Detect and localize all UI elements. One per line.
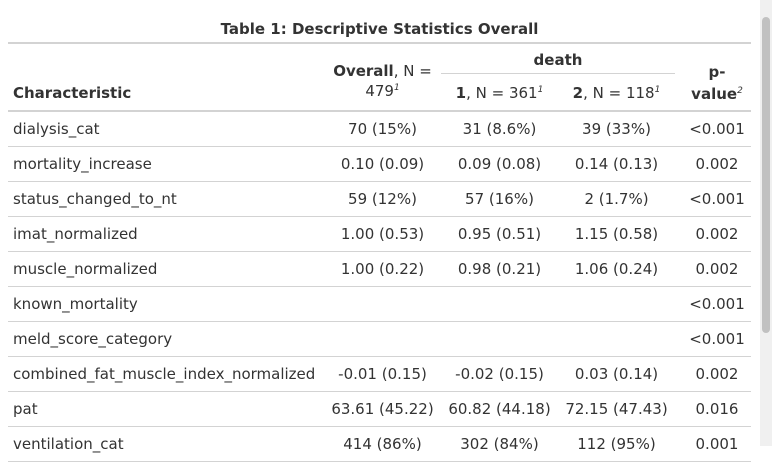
- cell-group-1: 0.98 (0.21): [457, 260, 542, 278]
- table-row: status_changed_to_nt 59 (12%) 57 (16%) 2 (1…: [8, 182, 751, 217]
- table-header: Characteristic Overall, N = 4791 death 1…: [8, 44, 751, 112]
- summary-table: Table 1: Descriptive Statistics Overall …: [8, 0, 751, 462]
- row-label: mortality_increase: [13, 155, 152, 173]
- header-overall: Overall, N = 4791: [333, 62, 432, 100]
- cell-overall: 59 (12%): [348, 190, 417, 208]
- cell-p-value: 0.001: [695, 435, 739, 453]
- cell-group-1: 57 (16%): [465, 190, 534, 208]
- table-title: Table 1: Descriptive Statistics Overall: [8, 0, 751, 44]
- table-row: pat 63.61 (45.22) 60.82 (44.18) 72.15 (47.4…: [8, 392, 751, 427]
- row-label: dialysis_cat: [13, 120, 100, 138]
- cell-p-value: 0.002: [695, 155, 739, 173]
- scrollbar-thumb[interactable]: [762, 17, 770, 333]
- cell-p-value: 0.002: [695, 225, 739, 243]
- cell-group-2: 0.03 (0.14): [574, 365, 659, 383]
- cell-group-1: 0.95 (0.51): [457, 225, 542, 243]
- cell-group-2: 72.15 (47.43): [565, 400, 668, 418]
- cell-p-value: <0.001: [689, 190, 745, 208]
- row-label: combined_fat_muscle_index_normalized: [13, 365, 316, 383]
- cell-group-1: 302 (84%): [460, 435, 539, 453]
- spanner-rule: [441, 73, 675, 74]
- cell-group-1: 31 (8.6%): [462, 120, 537, 138]
- cell-p-value: 0.002: [695, 260, 739, 278]
- header-p-value: p- value2: [691, 63, 743, 103]
- cell-group-2: 1.15 (0.58): [574, 225, 659, 243]
- cell-overall: 1.00 (0.53): [340, 225, 425, 243]
- header-spanner-death: death: [533, 51, 583, 69]
- cell-group-2: 2 (1.7%): [584, 190, 649, 208]
- cell-p-value: <0.001: [689, 120, 745, 138]
- row-label: imat_normalized: [13, 225, 138, 243]
- header-group-1: 1, N = 3611: [455, 84, 544, 102]
- header-group-2: 2, N = 1181: [572, 84, 661, 102]
- table-row: imat_normalized 1.00 (0.53) 0.95 (0.51) 1.1…: [8, 217, 751, 252]
- cell-p-value: 0.016: [695, 400, 739, 418]
- table-row: meld_score_category <0.001: [8, 322, 751, 357]
- footnote-mark-2: 2: [737, 86, 743, 96]
- cell-group-2: 0.14 (0.13): [574, 155, 659, 173]
- header-characteristic: Characteristic: [13, 84, 132, 102]
- table-row: dialysis_cat 70 (15%) 31 (8.6%) 39 (33%) <0.…: [8, 112, 751, 147]
- cell-p-value: 0.002: [695, 365, 739, 383]
- vertical-scrollbar[interactable]: [760, 0, 772, 446]
- row-label: ventilation_cat: [13, 435, 124, 453]
- cell-group-2: 39 (33%): [582, 120, 651, 138]
- table-row: muscle_normalized 1.00 (0.22) 0.98 (0.21) 1…: [8, 252, 751, 287]
- cell-overall: 63.61 (45.22): [331, 400, 434, 418]
- table-body: dialysis_cat 70 (15%) 31 (8.6%) 39 (33%) <0.…: [8, 112, 751, 462]
- row-label: known_mortality: [13, 295, 138, 313]
- row-label: muscle_normalized: [13, 260, 158, 278]
- cell-p-value: <0.001: [689, 295, 745, 313]
- footnote-mark-1: 1: [654, 85, 661, 95]
- table-row: ventilation_cat 414 (86%) 302 (84%) 112 (95…: [8, 427, 751, 462]
- cell-overall: 0.10 (0.09): [340, 155, 425, 173]
- table-row: combined_fat_muscle_index_normalized -0.0…: [8, 357, 751, 392]
- row-label: status_changed_to_nt: [13, 190, 177, 208]
- cell-group-1: 60.82 (44.18): [448, 400, 551, 418]
- cell-group-1: -0.02 (0.15): [455, 365, 544, 383]
- cell-overall: 70 (15%): [348, 120, 417, 138]
- footnote-mark-1: 1: [537, 85, 544, 95]
- footnote-mark-1: 1: [393, 83, 400, 93]
- row-label: meld_score_category: [13, 330, 173, 348]
- cell-group-2: 112 (95%): [577, 435, 656, 453]
- table-row: known_mortality <0.001: [8, 287, 751, 322]
- cell-overall: 1.00 (0.22): [340, 260, 425, 278]
- table-row: mortality_increase 0.10 (0.09) 0.09 (0.08)…: [8, 147, 751, 182]
- cell-p-value: <0.001: [689, 330, 745, 348]
- cell-group-1: 0.09 (0.08): [457, 155, 542, 173]
- cell-overall: 414 (86%): [343, 435, 422, 453]
- cell-overall: -0.01 (0.15): [338, 365, 427, 383]
- cell-group-2: 1.06 (0.24): [574, 260, 659, 278]
- row-label: pat: [13, 400, 38, 418]
